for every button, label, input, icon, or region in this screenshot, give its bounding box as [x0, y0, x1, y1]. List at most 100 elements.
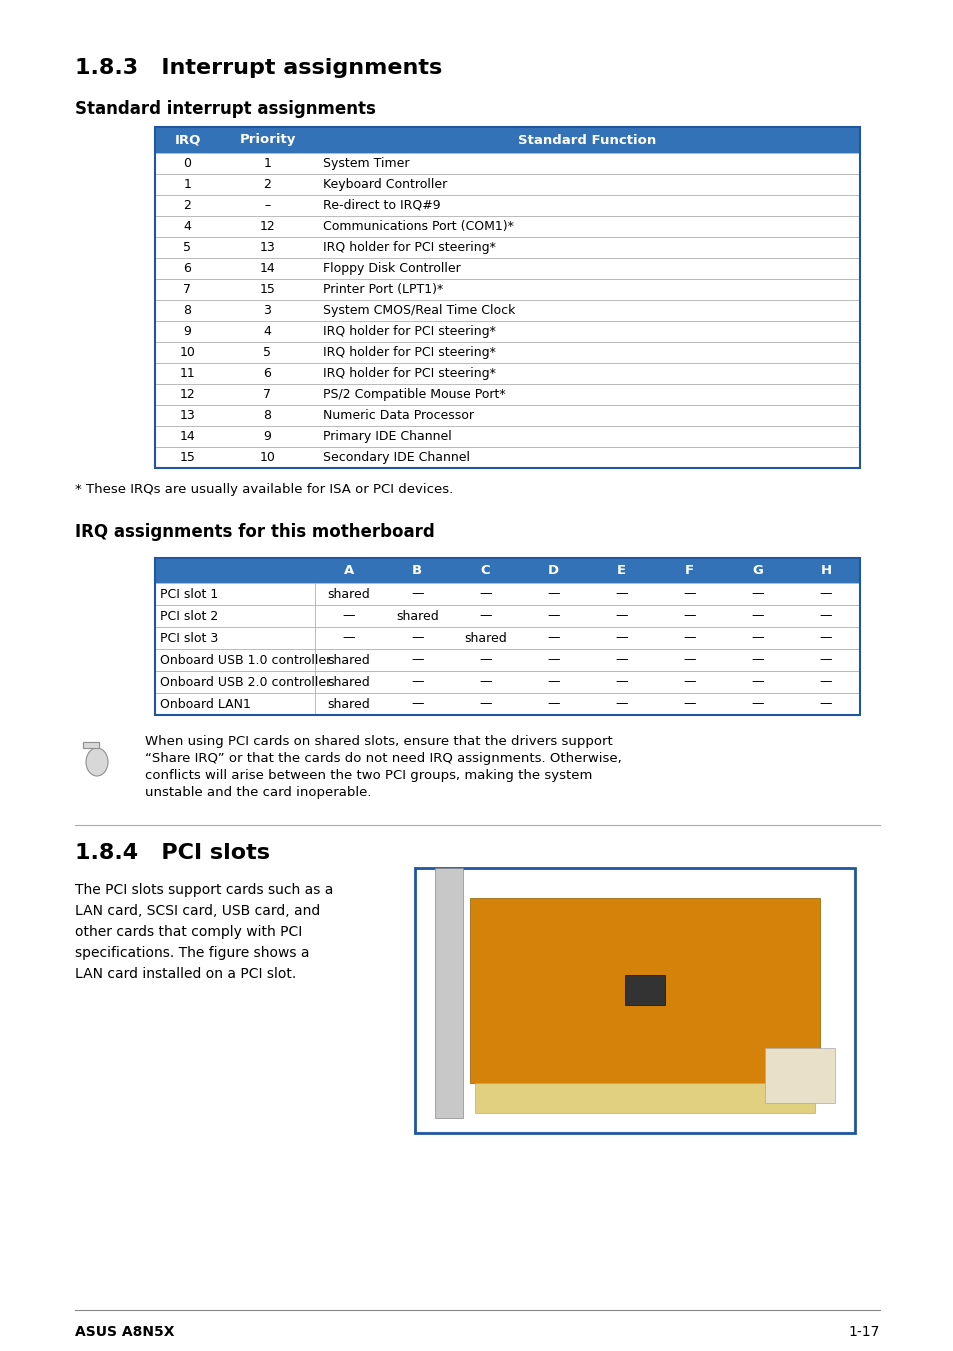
Text: —: —: [615, 609, 627, 623]
Text: F: F: [684, 563, 694, 577]
Text: Onboard USB 1.0 controller: Onboard USB 1.0 controller: [160, 654, 331, 666]
Text: IRQ: IRQ: [174, 134, 200, 146]
Text: E: E: [617, 563, 625, 577]
Text: shared: shared: [327, 676, 370, 689]
Text: Communications Port (COM1)*: Communications Port (COM1)*: [323, 220, 514, 232]
Text: B: B: [412, 563, 422, 577]
Text: —: —: [547, 609, 559, 623]
Text: –: –: [264, 199, 271, 212]
Bar: [415, 867, 854, 1133]
Text: The PCI slots support cards such as a: The PCI slots support cards such as a: [75, 884, 333, 897]
Text: Priority: Priority: [239, 134, 295, 146]
Text: 3: 3: [263, 304, 272, 317]
Text: —: —: [819, 609, 831, 623]
Text: —: —: [478, 654, 491, 666]
Bar: [435, 867, 462, 1119]
Text: 2: 2: [263, 178, 272, 190]
Text: 13: 13: [259, 240, 275, 254]
Text: 11: 11: [179, 367, 195, 380]
Text: Re-direct to IRQ#9: Re-direct to IRQ#9: [323, 199, 440, 212]
Polygon shape: [83, 742, 99, 748]
Text: 6: 6: [263, 367, 272, 380]
Bar: [475, 1084, 814, 1113]
Text: —: —: [819, 654, 831, 666]
Text: 5: 5: [183, 240, 192, 254]
Text: —: —: [819, 588, 831, 600]
Bar: [154, 127, 859, 153]
Text: 12: 12: [259, 220, 275, 232]
Text: System CMOS/Real Time Clock: System CMOS/Real Time Clock: [323, 304, 515, 317]
Text: —: —: [478, 697, 491, 711]
Text: 7: 7: [263, 388, 272, 401]
Text: “Share IRQ” or that the cards do not need IRQ assignments. Otherwise,: “Share IRQ” or that the cards do not nee…: [145, 753, 621, 765]
Bar: [470, 898, 820, 1084]
Text: IRQ holder for PCI steering*: IRQ holder for PCI steering*: [323, 367, 496, 380]
Text: ASUS A8N5X: ASUS A8N5X: [75, 1325, 174, 1339]
Text: System Timer: System Timer: [323, 157, 409, 170]
Text: shared: shared: [327, 654, 370, 666]
Text: —: —: [478, 676, 491, 689]
Text: —: —: [547, 631, 559, 644]
Text: IRQ holder for PCI steering*: IRQ holder for PCI steering*: [323, 326, 496, 338]
Text: —: —: [751, 676, 763, 689]
Text: —: —: [819, 676, 831, 689]
Text: A: A: [344, 563, 354, 577]
Text: * These IRQs are usually available for ISA or PCI devices.: * These IRQs are usually available for I…: [75, 484, 453, 496]
Text: —: —: [478, 588, 491, 600]
Text: 9: 9: [183, 326, 192, 338]
Text: IRQ holder for PCI steering*: IRQ holder for PCI steering*: [323, 240, 496, 254]
Text: 1.8.3   Interrupt assignments: 1.8.3 Interrupt assignments: [75, 58, 442, 78]
Text: D: D: [547, 563, 558, 577]
Text: —: —: [682, 609, 695, 623]
Text: 13: 13: [179, 409, 195, 422]
Text: —: —: [682, 654, 695, 666]
Text: —: —: [751, 697, 763, 711]
Text: shared: shared: [327, 588, 370, 600]
Bar: [416, 870, 852, 1131]
Text: —: —: [615, 697, 627, 711]
Text: —: —: [342, 609, 355, 623]
Text: G: G: [752, 563, 762, 577]
Text: Onboard USB 2.0 controller: Onboard USB 2.0 controller: [160, 676, 331, 689]
Text: LAN card, SCSI card, USB card, and: LAN card, SCSI card, USB card, and: [75, 904, 320, 917]
Text: Standard Function: Standard Function: [517, 134, 656, 146]
Text: —: —: [751, 588, 763, 600]
Text: —: —: [682, 588, 695, 600]
Text: —: —: [411, 654, 423, 666]
Text: —: —: [411, 676, 423, 689]
Text: —: —: [751, 609, 763, 623]
Text: —: —: [547, 654, 559, 666]
Bar: [154, 127, 859, 467]
Text: unstable and the card inoperable.: unstable and the card inoperable.: [145, 786, 371, 798]
Text: PS/2 Compatible Mouse Port*: PS/2 Compatible Mouse Port*: [323, 388, 505, 401]
Text: shared: shared: [395, 609, 438, 623]
Bar: [154, 558, 859, 715]
Text: Standard interrupt assignments: Standard interrupt assignments: [75, 100, 375, 118]
Text: other cards that comply with PCI: other cards that comply with PCI: [75, 925, 302, 939]
Text: H: H: [820, 563, 831, 577]
Text: 5: 5: [263, 346, 272, 359]
Text: —: —: [682, 631, 695, 644]
Text: Primary IDE Channel: Primary IDE Channel: [323, 430, 452, 443]
Text: —: —: [682, 676, 695, 689]
Text: specifications. The figure shows a: specifications. The figure shows a: [75, 946, 309, 961]
Text: Floppy Disk Controller: Floppy Disk Controller: [323, 262, 460, 276]
Text: 14: 14: [259, 262, 275, 276]
Text: —: —: [615, 654, 627, 666]
Text: 4: 4: [263, 326, 272, 338]
Text: IRQ assignments for this motherboard: IRQ assignments for this motherboard: [75, 523, 435, 540]
Text: 1: 1: [183, 178, 192, 190]
Text: 1-17: 1-17: [848, 1325, 879, 1339]
Text: PCI slot 2: PCI slot 2: [160, 609, 218, 623]
Text: —: —: [615, 631, 627, 644]
Text: —: —: [411, 588, 423, 600]
Text: —: —: [615, 588, 627, 600]
Bar: [624, 975, 664, 1005]
Text: 7: 7: [183, 282, 192, 296]
Text: Onboard LAN1: Onboard LAN1: [160, 697, 251, 711]
Text: 8: 8: [183, 304, 192, 317]
Text: C: C: [480, 563, 490, 577]
Text: —: —: [478, 609, 491, 623]
Text: —: —: [547, 676, 559, 689]
Text: When using PCI cards on shared slots, ensure that the drivers support: When using PCI cards on shared slots, en…: [145, 735, 612, 748]
